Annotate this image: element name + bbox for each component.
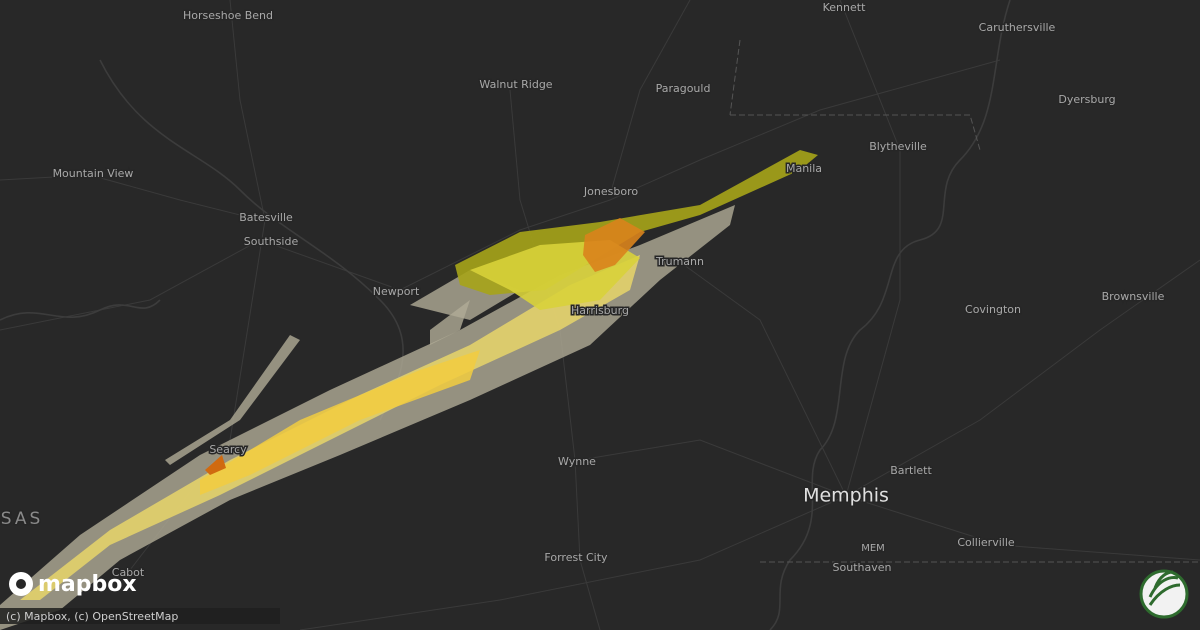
place-label: MEM [861,543,885,554]
place-label: Trumann [655,255,704,268]
borders [729,39,1200,563]
rivers [0,0,1011,630]
mapbox-logo: mapbox [9,572,137,597]
place-label: Horseshoe Bend [183,9,273,22]
place-label: SAS [1,509,44,529]
place-label: Bartlett [890,464,932,477]
place-label: Walnut Ridge [479,78,552,91]
place-label: Blytheville [869,140,927,153]
place-label: Searcy [209,443,247,456]
place-label: Jonesboro [583,185,638,198]
place-label: Manila [786,162,822,175]
logo-icon-inner [16,579,26,589]
place-labels: Horseshoe Bend Kennett Caruthersville Walnu… [0,0,1166,581]
attribution-bg [0,608,280,624]
place-label: Batesville [239,211,293,224]
place-label: Kennett [823,1,866,14]
place-label: Cabot [112,566,145,579]
place-label: Forrest City [544,551,608,564]
place-label: Mountain View [53,167,134,180]
logo-text: mapbox [38,572,137,597]
place-label: Dyersburg [1058,93,1115,106]
place-label: Covington [965,303,1021,316]
place-label: Caruthersville [979,21,1056,34]
place-label: Southside [244,235,299,248]
place-label: Newport [373,285,420,298]
attribution: (c) Mapbox, (c) OpenStreetMap [6,610,178,623]
hail-swath [0,150,818,630]
place-label: Harrisburg [571,304,629,317]
place-label: Collierville [957,536,1015,549]
place-label: Paragould [656,82,711,95]
place-label: Southaven [833,561,892,574]
place-label: Brownsville [1102,290,1165,303]
brand-badge [1139,569,1189,619]
place-label: Memphis [803,485,889,507]
place-label: Wynne [558,455,596,468]
